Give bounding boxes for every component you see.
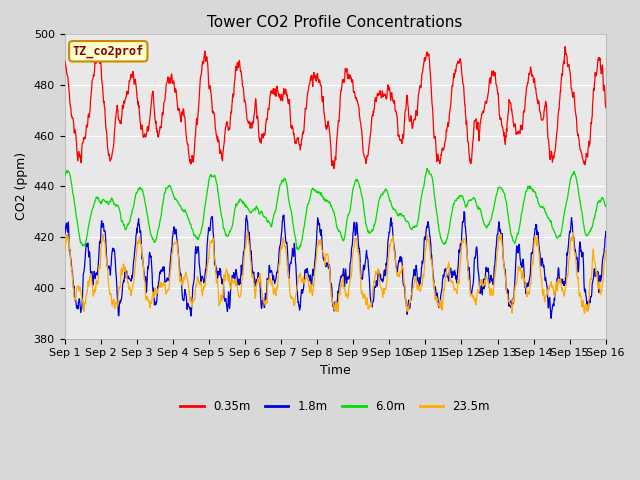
Legend: 0.35m, 1.8m, 6.0m, 23.5m: 0.35m, 1.8m, 6.0m, 23.5m <box>175 396 495 418</box>
Title: Tower CO2 Profile Concentrations: Tower CO2 Profile Concentrations <box>207 15 463 30</box>
Y-axis label: CO2 (ppm): CO2 (ppm) <box>15 152 28 220</box>
X-axis label: Time: Time <box>320 364 351 377</box>
Text: TZ_co2prof: TZ_co2prof <box>73 45 144 58</box>
